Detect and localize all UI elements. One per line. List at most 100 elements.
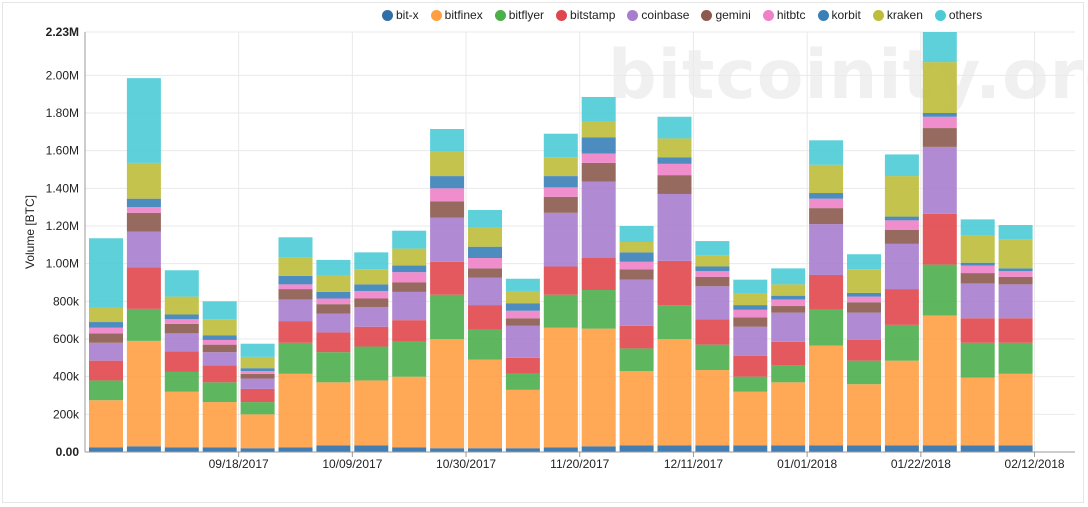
bar-segment-kraken (847, 269, 881, 293)
bar-segment-coinbase (619, 279, 654, 326)
bar-segment-hitbtc (733, 309, 768, 318)
bar-segment-korbit (998, 268, 1033, 272)
bar-segment-others (998, 225, 1033, 240)
bar-segment-coinbase (430, 217, 465, 262)
bar-segment-gemini (505, 318, 540, 326)
bar-segment-gemini (809, 208, 844, 225)
bar-segment-bit-x (240, 448, 275, 452)
bar-segment-bitfinex (164, 391, 199, 448)
bar-segment-kraken (430, 151, 465, 177)
y-axis: 0.00 200k 400k 600k 800k 1.00M 1.20M 1.40M 1.60M… (46, 25, 86, 459)
bar-segment-bitflyer (430, 294, 465, 339)
bar-segment-others (430, 128, 465, 152)
legend-item-coinbase[interactable]: coinbase (627, 8, 689, 22)
bar-segment-coinbase (164, 333, 199, 352)
y-axis-label: Volume [BTC] (23, 195, 37, 269)
bar-segment-bitflyer (619, 348, 654, 372)
bar-segment-kraken (884, 176, 919, 217)
legend-item-bitfinex[interactable]: bitfinex (430, 8, 483, 22)
bar-segment-bitfinex (998, 373, 1033, 446)
legend-item-others[interactable]: others (934, 8, 983, 22)
bar-segment-coinbase (998, 284, 1033, 319)
bar-segment-bitstamp (164, 351, 199, 372)
bar-segment-bit-x (922, 445, 957, 452)
bar-segment-gemini (657, 175, 692, 194)
bar-stack (695, 241, 730, 452)
legend-label: others (948, 8, 983, 22)
legend-label: bitflyer (508, 8, 545, 22)
legend-item-gemini[interactable]: gemini (701, 8, 751, 22)
bar-segment-bitstamp (278, 321, 313, 343)
bar-segment-kraken (505, 290, 540, 304)
bar-segment-bitflyer (278, 342, 313, 374)
bar-stack (847, 254, 881, 452)
bar-segment-korbit (392, 265, 427, 273)
bar-segment-gemini (316, 304, 351, 314)
bar-segment-coinbase (695, 286, 730, 320)
legend-marker (494, 9, 506, 21)
bar-segment-hitbtc (126, 207, 161, 213)
bar-segment-gemini (354, 298, 389, 307)
x-tick-label: 10/30/2017 (436, 457, 496, 471)
bar-segment-gemini (240, 373, 275, 379)
bar-segment-coinbase (89, 342, 123, 361)
bar-segment-bitfinex (922, 315, 957, 446)
bar-stack (202, 301, 237, 452)
bar-segment-others (619, 225, 654, 242)
bar-segment-kraken (126, 162, 161, 199)
bar-segment-gemini (884, 229, 919, 244)
bar-stack (657, 116, 692, 452)
legend-marker (817, 9, 829, 21)
bar-segment-bit-x (126, 446, 161, 452)
legend-marker (934, 9, 946, 21)
bar-segment-bitflyer (998, 342, 1033, 374)
bar-segment-bitfinex (960, 377, 995, 446)
bar-segment-hitbtc (998, 271, 1033, 277)
bar-segment-gemini (581, 162, 616, 182)
bar-segment-coinbase (884, 243, 919, 290)
legend-item-bitstamp[interactable]: bitstamp (556, 8, 615, 22)
bar-segment-coinbase (278, 299, 313, 322)
bar-segment-kraken (581, 121, 616, 138)
legend-label: bitstamp (570, 8, 616, 22)
legend-item-hitbtc[interactable]: hitbtc (762, 8, 806, 22)
bar-segment-bitfinex (847, 384, 881, 446)
y-tick-label: 0.00 (56, 445, 80, 459)
bar-segment-gemini (998, 276, 1033, 285)
bar-segment-bitflyer (240, 402, 275, 415)
legend-item-bitflyer[interactable]: bitflyer (494, 8, 545, 22)
legend-item-kraken[interactable]: kraken (872, 8, 923, 22)
legend: bit-x bitfinex bitflyer bitstamp coinbase gem… (382, 8, 994, 22)
bar-segment-korbit (430, 176, 465, 189)
bar-segment-hitbtc (430, 188, 465, 202)
bar-segment-coinbase (960, 283, 995, 319)
bar-segment-gemini (126, 212, 161, 232)
bar-segment-bitstamp (847, 339, 881, 361)
legend-marker (382, 9, 393, 21)
bar-segment-korbit (164, 314, 199, 320)
bar-segment-bitstamp (922, 213, 957, 265)
bar-segment-bitstamp (126, 267, 161, 309)
bar-segment-bitflyer (354, 346, 389, 381)
bar-segment-coinbase (468, 277, 502, 306)
y-tick-label: 800k (53, 294, 80, 308)
bar-segment-coinbase (922, 146, 957, 214)
bar-segment-bitstamp (581, 258, 616, 291)
bar-stack (316, 259, 351, 452)
bar-segment-korbit (316, 291, 351, 299)
bar-segment-kraken (960, 235, 995, 263)
bar-segment-others (695, 241, 730, 256)
y-tick-label: 2.00M (46, 68, 79, 82)
bar-segment-others (202, 301, 237, 320)
bar-segment-coinbase (316, 313, 351, 333)
bar-segment-hitbtc (240, 371, 275, 374)
legend-item-bit-x[interactable]: bit-x (382, 8, 419, 22)
bar-segment-gemini (89, 333, 123, 343)
legend-item-korbit[interactable]: korbit (817, 8, 861, 22)
bar-segment-bit-x (543, 447, 578, 452)
y-tick-label: 1.20M (46, 219, 79, 233)
legend-marker (430, 9, 442, 21)
bar-segment-korbit (809, 193, 844, 199)
legend-label: hitbtc (776, 8, 806, 22)
